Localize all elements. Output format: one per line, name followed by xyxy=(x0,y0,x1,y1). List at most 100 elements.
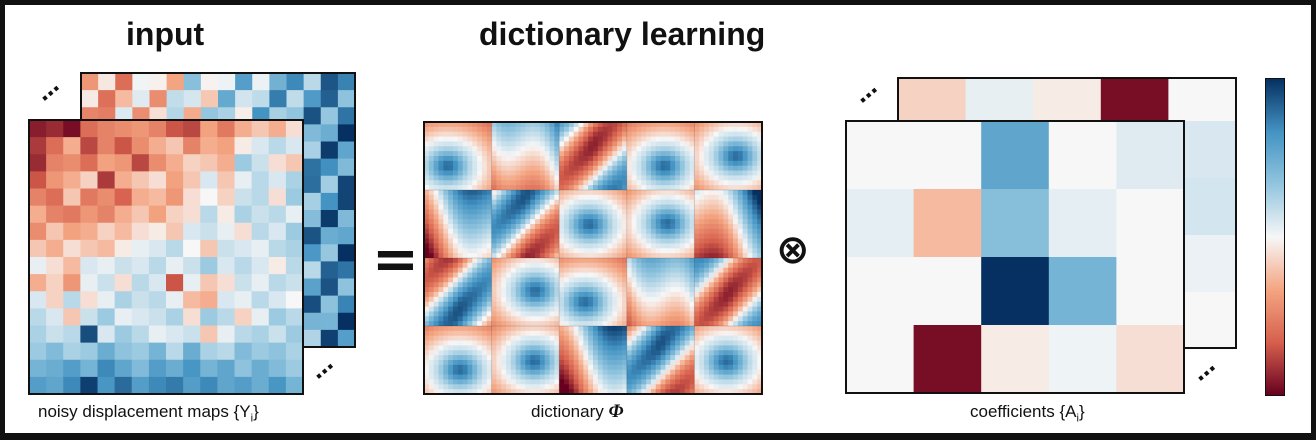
dictionary-atom-pixel xyxy=(747,321,753,327)
dictionary-atom-pixel xyxy=(602,204,608,210)
dictionary-atom-pixel xyxy=(675,228,681,235)
dictionary-atom-pixel xyxy=(617,228,623,235)
dictionary-atom-pixel xyxy=(723,340,729,346)
dictionary-atom-pixel xyxy=(636,136,642,142)
dictionary-atom-pixel xyxy=(641,272,647,278)
noisy-map-cell xyxy=(285,154,304,172)
dictionary-atom-pixel xyxy=(486,326,493,332)
dictionary-atom-pixel xyxy=(626,180,633,186)
dictionary-atom-pixel xyxy=(438,267,444,274)
dictionary-atom-pixel xyxy=(549,214,555,220)
dictionary-atom-pixel xyxy=(467,175,473,181)
dictionary-atom-pixel xyxy=(428,345,435,351)
dictionary-atom-pixel xyxy=(438,156,444,162)
dictionary-atom-pixel xyxy=(559,224,565,230)
dictionary-atom-pixel xyxy=(631,219,637,225)
dictionary-atom-pixel xyxy=(660,277,666,283)
dictionary-atom-pixel xyxy=(491,311,497,317)
dictionary-atom-pixel xyxy=(554,170,560,176)
dictionary-atom-pixel xyxy=(568,379,575,385)
noisy-map-back-cell xyxy=(252,73,270,91)
dictionary-atom-pixel xyxy=(568,296,575,303)
dictionary-atom-pixel xyxy=(636,248,642,254)
dictionary-atom-pixel xyxy=(689,190,695,196)
dictionary-atom-pixel xyxy=(694,296,700,303)
dictionary-atom-pixel xyxy=(675,122,681,128)
noisy-map-cell xyxy=(114,325,133,344)
dictionary-atom-pixel xyxy=(510,190,517,196)
noisy-map-cell xyxy=(46,342,64,361)
coefficient-cell xyxy=(1048,189,1117,258)
dictionary-atom-pixel xyxy=(660,335,666,342)
dictionary-atom-pixel xyxy=(559,374,565,380)
dictionary-atom-pixel xyxy=(520,296,526,303)
dictionary-atom-pixel xyxy=(626,170,633,176)
dictionary-atom-pixel xyxy=(428,185,435,191)
dictionary-atom-pixel xyxy=(713,277,720,283)
dictionary-atom-pixel xyxy=(515,238,522,244)
dictionary-atom-pixel xyxy=(481,233,488,240)
dictionary-atom-pixel xyxy=(689,389,695,395)
dictionary-atom-pixel xyxy=(564,219,570,225)
dictionary-atom-pixel xyxy=(428,233,435,240)
dictionary-atom-pixel xyxy=(699,296,705,303)
dictionary-atom-pixel xyxy=(679,190,686,196)
dictionary-atom-pixel xyxy=(660,243,666,249)
dictionary-atom-pixel xyxy=(510,340,517,346)
dictionary-atom-pixel xyxy=(699,369,705,376)
dictionary-atom-pixel xyxy=(525,151,531,157)
dictionary-atom-pixel xyxy=(665,389,671,395)
dictionary-atom-pixel xyxy=(602,301,608,308)
dictionary-atom-pixel xyxy=(733,165,739,172)
dictionary-atom-pixel xyxy=(646,141,652,147)
dictionary-atom-pixel xyxy=(593,321,599,327)
dictionary-atom-pixel xyxy=(578,262,584,269)
dictionary-atom-pixel xyxy=(612,369,618,376)
dictionary-atom-pixel xyxy=(424,156,430,162)
dictionary-atom-pixel xyxy=(486,321,493,327)
dictionary-atom-pixel xyxy=(694,165,700,172)
dictionary-atom-pixel xyxy=(607,369,613,376)
dictionary-atom-pixel xyxy=(568,321,575,327)
dictionary-atom-pixel xyxy=(670,335,676,342)
dictionary-atom-pixel xyxy=(544,369,551,376)
dictionary-atom-pixel xyxy=(554,165,560,172)
dictionary-atom-pixel xyxy=(486,224,493,230)
dictionary-atom-pixel xyxy=(670,141,676,147)
dictionary-atom-pixel xyxy=(694,156,700,162)
dictionary-atom-pixel xyxy=(539,296,546,303)
dictionary-atom-pixel xyxy=(718,204,724,210)
dictionary-atom-pixel xyxy=(477,122,483,128)
dictionary-atom-pixel xyxy=(597,321,604,327)
dictionary-atom-pixel xyxy=(612,277,618,283)
noisy-map-back-cell xyxy=(183,90,202,108)
dictionary-atom-pixel xyxy=(602,160,608,167)
dictionary-atom-pixel xyxy=(573,238,580,244)
dictionary-atom-pixel xyxy=(510,350,517,356)
dictionary-atom-pixel xyxy=(699,180,705,186)
dictionary-atom-pixel xyxy=(704,209,710,215)
dictionary-atom-pixel xyxy=(462,306,468,312)
dictionary-atom-pixel xyxy=(559,233,565,240)
dictionary-atom-pixel xyxy=(655,126,662,133)
noisy-map-cell xyxy=(234,120,253,138)
dictionary-atom-pixel xyxy=(477,364,483,371)
dictionary-atom-pixel xyxy=(559,360,565,366)
dictionary-atom-pixel xyxy=(723,384,729,390)
dictionary-atom-pixel xyxy=(428,306,435,312)
dictionary-atom-pixel xyxy=(520,243,526,249)
dictionary-atom-pixel xyxy=(486,185,493,191)
dictionary-atom-pixel xyxy=(428,262,435,269)
dictionary-atom-pixel xyxy=(660,219,666,225)
dictionary-atom-pixel xyxy=(593,287,599,293)
dictionary-atom-pixel xyxy=(636,267,642,274)
dictionary-atom-pixel xyxy=(694,243,700,249)
dictionary-atom-pixel xyxy=(699,306,705,312)
dictionary-atom-pixel xyxy=(433,214,439,220)
dictionary-atom-pixel xyxy=(515,321,522,327)
dictionary-atom-pixel xyxy=(443,326,449,332)
dictionary-atom-pixel xyxy=(486,384,493,390)
dictionary-atom-pixel xyxy=(708,326,715,332)
dictionary-atom-pixel xyxy=(694,364,700,371)
noisy-map-cell xyxy=(63,137,81,155)
